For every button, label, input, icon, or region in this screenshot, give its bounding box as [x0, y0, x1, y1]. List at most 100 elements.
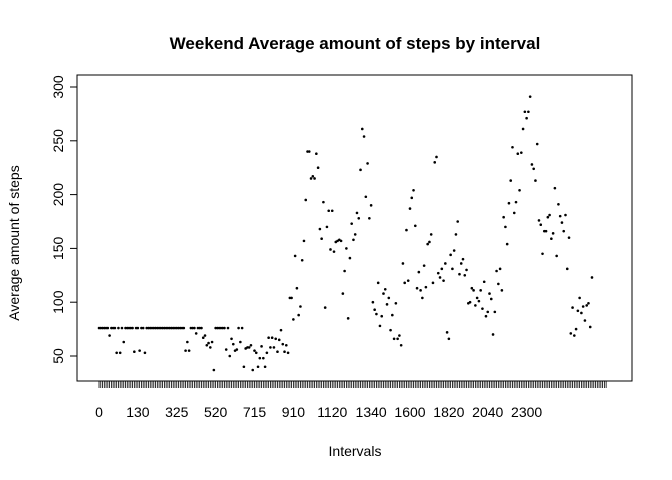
data-point	[410, 196, 414, 200]
data-point	[253, 349, 256, 352]
data-point	[316, 166, 320, 169]
x-tick-label: 325	[165, 404, 189, 420]
data-point	[498, 267, 502, 271]
data-point	[406, 279, 410, 282]
data-point	[449, 253, 452, 257]
data-point	[497, 282, 500, 286]
data-point	[401, 262, 405, 265]
y-axis-label: Average amount of steps	[6, 165, 22, 320]
data-point	[383, 287, 387, 291]
data-point	[269, 346, 272, 349]
data-point	[378, 324, 382, 328]
data-point	[488, 292, 491, 295]
data-point	[251, 368, 255, 372]
data-point	[359, 168, 362, 172]
data-point	[535, 142, 539, 146]
data-point	[537, 219, 541, 222]
data-point	[444, 262, 447, 265]
data-point	[424, 285, 428, 289]
data-point	[364, 195, 368, 199]
data-point	[475, 296, 479, 300]
data-point	[138, 349, 141, 352]
data-point	[133, 350, 136, 354]
chart-title: Weekend Average amount of steps by inter…	[170, 34, 541, 53]
data-point	[548, 213, 551, 217]
data-point	[477, 299, 481, 303]
data-point	[459, 262, 463, 265]
data-point	[311, 175, 315, 178]
data-point	[581, 305, 585, 308]
data-point	[502, 215, 505, 219]
data-point	[300, 258, 304, 262]
data-point	[341, 292, 345, 295]
data-point	[382, 292, 385, 295]
data-point	[117, 326, 120, 330]
data-point	[580, 311, 583, 315]
data-point	[461, 257, 465, 261]
data-point	[573, 334, 576, 337]
data-point	[120, 326, 124, 330]
data-point	[265, 351, 269, 355]
data-point	[212, 368, 216, 372]
data-point	[313, 177, 316, 180]
data-point	[451, 267, 454, 271]
data-point	[210, 340, 214, 344]
x-tick-label: 0	[95, 404, 103, 420]
data-point	[193, 326, 196, 330]
data-point	[463, 274, 467, 277]
plot-frame	[76, 74, 633, 382]
data-point	[544, 229, 548, 233]
data-point	[131, 326, 134, 330]
data-point	[550, 237, 553, 241]
data-point	[274, 337, 278, 341]
data-point	[369, 204, 373, 207]
data-point	[362, 135, 366, 138]
data-point	[413, 224, 417, 228]
data-point	[534, 179, 537, 182]
data-point	[106, 326, 110, 330]
data-point	[514, 200, 518, 204]
data-point	[309, 177, 313, 180]
data-point	[323, 306, 327, 309]
data-point	[332, 250, 336, 253]
data-point	[209, 346, 212, 349]
data-point	[507, 201, 511, 205]
data-point	[518, 189, 521, 192]
data-point	[118, 351, 122, 355]
x-tick-label: 1600	[394, 404, 425, 420]
data-point	[330, 209, 334, 213]
data-point	[558, 214, 562, 218]
data-point	[353, 233, 357, 236]
data-point	[405, 228, 408, 232]
data-point	[511, 145, 514, 149]
data-point	[472, 289, 475, 292]
data-point	[429, 233, 433, 236]
data-points	[97, 95, 594, 372]
data-point	[352, 238, 355, 242]
data-point	[422, 264, 426, 267]
data-point	[527, 110, 530, 114]
data-point	[207, 341, 210, 345]
data-point	[357, 216, 361, 220]
y-tick-label: 200	[50, 183, 66, 207]
data-point	[408, 207, 412, 210]
data-point	[371, 300, 375, 304]
data-point	[184, 349, 187, 352]
data-point	[267, 336, 270, 340]
data-point	[320, 237, 323, 241]
data-point	[239, 340, 242, 344]
data-point	[389, 328, 392, 332]
data-point	[235, 348, 239, 351]
data-point	[346, 317, 350, 320]
data-point	[587, 301, 590, 305]
data-point	[512, 211, 516, 215]
data-point	[525, 116, 528, 120]
data-point	[302, 239, 306, 243]
data-point	[249, 343, 253, 347]
data-point	[505, 242, 509, 246]
data-point	[290, 296, 293, 300]
data-point	[433, 161, 437, 164]
data-point	[431, 281, 435, 285]
data-point	[569, 332, 573, 335]
